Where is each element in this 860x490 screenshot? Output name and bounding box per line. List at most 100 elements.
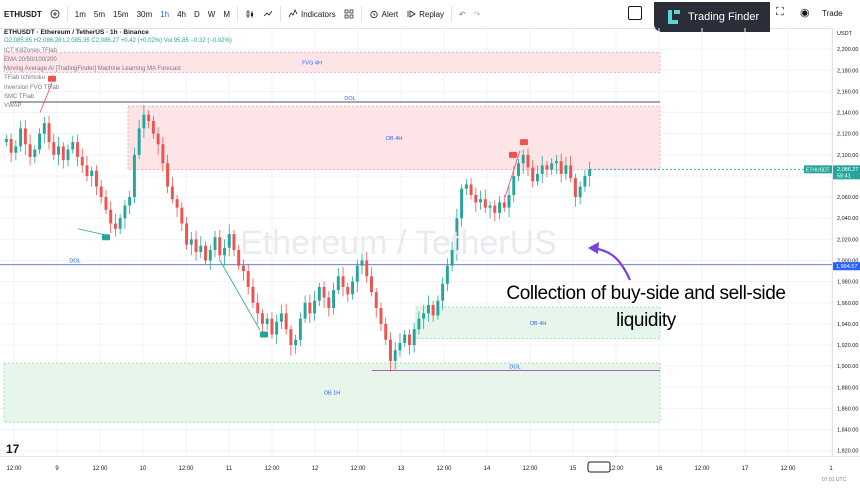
symbol-search-button[interactable]: ETHUSDT — [4, 9, 42, 19]
candle-body — [431, 304, 435, 316]
price-tick-label: 1,880.00 — [837, 385, 858, 391]
candle-body — [407, 334, 411, 346]
candle-body — [374, 292, 378, 309]
candle-body — [284, 313, 288, 330]
annotation-text: Collection of buy-side and sell-side liq… — [456, 280, 836, 334]
add-symbol-button[interactable] — [46, 0, 64, 28]
candle-body — [559, 161, 563, 174]
last-price-label: 2,086.27 — [837, 167, 858, 173]
templates-button[interactable] — [340, 0, 358, 28]
level-badge — [833, 262, 860, 271]
candle-body — [232, 234, 236, 250]
candle-body — [161, 144, 165, 164]
indicator-legend-item[interactable]: EMA 20/50/100/200 — [4, 56, 57, 63]
time-tick-label: 12:00 — [436, 466, 452, 472]
price-tick-label: 2,060.00 — [837, 195, 858, 201]
indicators-icon — [288, 9, 298, 18]
zone-label: OB 4H — [530, 321, 547, 327]
signal-marker[interactable] — [509, 151, 517, 158]
candle-body — [256, 302, 260, 314]
replay-label: Replay — [419, 9, 445, 19]
timeframe-15m[interactable]: 15m — [113, 9, 129, 19]
indicator-legend-item[interactable]: Inversion FVG TFlab — [4, 84, 60, 91]
chart-pane[interactable]: FVG 4H OB 4H OB 4H OB 1H DOL DOL DOL ETHUSDT Et… — [0, 28, 832, 456]
price-tick-label: 1,940.00 — [837, 322, 858, 328]
indicators-button[interactable]: Indicators — [284, 0, 340, 28]
redo-button[interactable]: ↷ — [470, 0, 485, 28]
timeframe-4h[interactable]: 4h — [177, 9, 186, 19]
price-chart[interactable]: FVG 4H OB 4H OB 4H OB 1H DOL DOL DOL ETHUSDT — [0, 28, 832, 456]
candle-body — [422, 313, 426, 319]
time-scroll-handle[interactable] — [587, 461, 611, 473]
swing-line — [77, 228, 107, 236]
signal-marker[interactable] — [260, 331, 268, 338]
timeframe-30m[interactable]: 30m — [136, 9, 153, 19]
timeframe-5m[interactable]: 5m — [93, 9, 106, 19]
time-tick-label: 12 — [312, 466, 319, 472]
price-axis[interactable]: 2,200.00 2,180.00 2,160.00 2,140.00 2,120.00… — [832, 28, 860, 456]
candle-body — [360, 260, 364, 266]
time-tick-label: 12:00 — [694, 466, 710, 472]
candle-body — [42, 123, 46, 134]
annotation-line-1: Collection of buy-side and sell-side — [506, 283, 786, 304]
candle-body — [151, 120, 155, 134]
indicator-legend-item[interactable]: VWAP — [4, 103, 22, 110]
candle-body — [260, 313, 264, 324]
candle-body — [426, 304, 430, 314]
signal-marker[interactable] — [520, 139, 528, 146]
candle-body — [474, 194, 478, 203]
signal-marker[interactable] — [48, 75, 56, 82]
price-axis-scale: 2,200.00 2,180.00 2,160.00 2,140.00 2,120.00… — [833, 31, 860, 455]
candle-body — [483, 199, 487, 208]
timeframe-1m[interactable]: 1m — [74, 9, 86, 19]
indicator-legend-item[interactable]: Moving Average AI [TradingFinder] Machin… — [4, 66, 181, 73]
time-tick-label: 12:00 — [522, 466, 538, 472]
candle-body — [346, 286, 350, 295]
trading-finder-logo-icon — [668, 10, 680, 24]
candle-body — [57, 146, 61, 155]
zone-demand — [415, 306, 661, 340]
timeframe-M[interactable]: M — [223, 9, 230, 19]
price-tick-label: 1,980.00 — [837, 280, 858, 286]
price-tick-label: 1,860.00 — [837, 406, 858, 412]
alert-button[interactable]: Alert — [365, 0, 402, 28]
candle-body — [9, 138, 13, 153]
candle-body — [123, 205, 127, 219]
candle-body — [393, 350, 397, 361]
compare-button[interactable] — [259, 0, 277, 28]
candle-body — [569, 165, 573, 179]
indicator-legend-item[interactable]: ICT KillZones TFlab — [4, 47, 57, 54]
candle-body — [132, 154, 136, 198]
layout-icon[interactable] — [628, 6, 642, 20]
countdown-label: 58:41 — [837, 173, 851, 179]
trade-button[interactable]: Trade — [822, 9, 843, 18]
timeframe-W[interactable]: W — [207, 9, 216, 19]
time-tick-label: 12:00 — [178, 466, 194, 472]
candle-body — [170, 186, 174, 200]
candle-body — [540, 165, 544, 174]
indicator-legend-item[interactable]: TFlab Ichimoku — [4, 75, 46, 82]
chart-type-button[interactable] — [241, 0, 259, 28]
signal-marker[interactable] — [102, 234, 110, 241]
timeframe-1h[interactable]: 1h — [160, 9, 170, 19]
indicator-legend-item[interactable]: SMC TFlab — [4, 94, 35, 101]
candle-body — [33, 149, 37, 157]
time-tick-label: 16 — [656, 466, 663, 472]
candle-body — [550, 163, 554, 170]
replay-button[interactable]: Replay — [402, 0, 448, 28]
zone-supply — [3, 51, 661, 73]
undo-button[interactable]: ↶ — [455, 0, 470, 28]
annotation-arrow-head — [588, 242, 599, 254]
legend-title[interactable]: ETHUSDT · Ethereum / TetherUS · 1h · Bin… — [4, 29, 149, 36]
fullscreen-icon[interactable]: ⛶ — [776, 6, 784, 18]
candle-body — [109, 209, 113, 224]
camera-icon[interactable]: ◉ — [800, 7, 810, 19]
swing-line — [504, 150, 521, 198]
time-axis-scale: 12:00 9 12:00 10 12:00 11 12:00 12 12:00 13 12:00 1… — [6, 461, 847, 483]
time-tick-label: 12:00 — [780, 466, 796, 472]
timeframe-D[interactable]: D — [193, 9, 200, 19]
candle-body — [308, 302, 312, 314]
tradingview-logo-icon[interactable]: 17 — [6, 442, 20, 456]
zone-label: OB 1H — [324, 391, 341, 397]
time-axis[interactable]: 12:00 9 12:00 10 12:00 11 12:00 12 12:00 13 12:00 1… — [0, 456, 860, 485]
